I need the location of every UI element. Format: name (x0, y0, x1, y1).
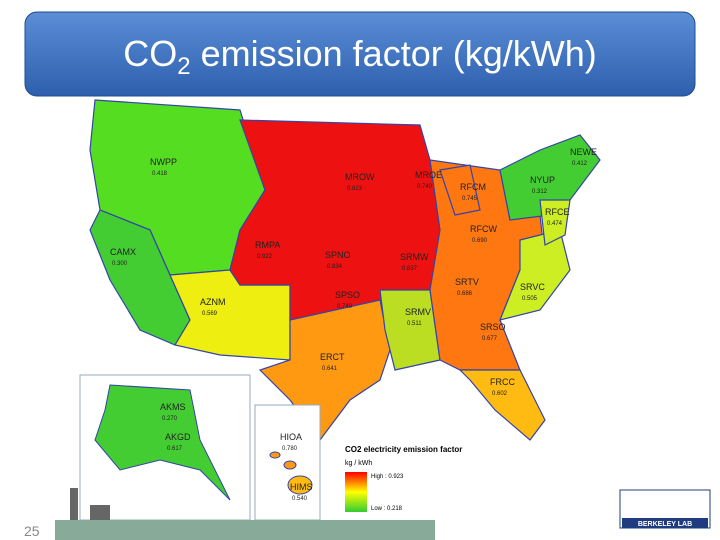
region-label: SRMV (405, 307, 431, 317)
region-label: SPSO (335, 290, 360, 300)
region-srmv (379, 289, 441, 371)
region-northeast (499, 134, 601, 221)
region-value: 0.540 (292, 496, 308, 502)
region-rfcm (439, 164, 481, 216)
region-label: AZNM (200, 297, 226, 307)
page-number: 25 (24, 523, 40, 539)
region-label: SRVC (520, 282, 545, 292)
title-bar (24, 11, 696, 97)
logo (619, 489, 711, 529)
region-value: 0.686 (457, 291, 473, 297)
logo-text: BERKELEY LAB (638, 521, 692, 528)
region-value: 0.312 (532, 189, 548, 195)
region-value: 0.677 (482, 336, 498, 342)
region-label: AKMS (160, 402, 186, 412)
legend-low: Low : 0.218 (371, 506, 403, 512)
legend-gradient (345, 472, 367, 512)
region-value: 0.300 (112, 261, 128, 267)
region-value: 0.834 (327, 264, 343, 270)
map (89, 99, 601, 441)
region-label: RFCW (470, 224, 497, 234)
legend-title: CO2 electricity emission factor (345, 445, 462, 454)
title: CO2 emission factor (kg/kWh) (123, 33, 596, 80)
region-label: SRTV (455, 277, 479, 287)
region-value: 0.641 (322, 366, 338, 372)
skyline (55, 488, 435, 540)
region-label: NWPP (150, 157, 177, 167)
region-value: 0.505 (522, 296, 538, 302)
region-value: 0.749 (337, 304, 353, 310)
region-rfce (539, 199, 571, 246)
region-value: 0.569 (202, 311, 218, 317)
region-label: RFCM (460, 182, 486, 192)
region-value: 0.617 (167, 446, 183, 452)
region-label: MROE (415, 170, 442, 180)
region-frcc (458, 369, 546, 441)
region-value: 0.780 (282, 446, 298, 452)
region-value: 0.270 (162, 416, 178, 422)
region-label: FRCC (490, 377, 515, 387)
region-value: 0.474 (547, 221, 563, 227)
region-value: 0.418 (152, 171, 168, 177)
region-label: MROW (345, 172, 375, 182)
region-label: RMPA (255, 240, 280, 250)
alaska (94, 384, 231, 501)
legend-high: High : 0.923 (371, 474, 404, 480)
region-label: HIOA (280, 432, 302, 442)
region-value: 0.511 (407, 321, 422, 327)
region-label: AKGD (165, 432, 191, 442)
region-value: 0.602 (492, 391, 508, 397)
region-value: 0.412 (572, 161, 588, 167)
region-value: 0.690 (472, 238, 488, 244)
region-label: HIMS (290, 482, 313, 492)
region-label: SRMW (400, 252, 429, 262)
region-label: CAMX (110, 247, 136, 257)
hawaii (269, 451, 313, 495)
legend-unit: kg / kWh (345, 460, 372, 467)
region-label: ERCT (320, 352, 345, 362)
region-value: 0.745 (462, 196, 478, 202)
region-value: 0.922 (257, 254, 273, 260)
region-value: 0.837 (402, 266, 418, 272)
region-label: NEWE (570, 147, 597, 157)
region-label: NYUP (530, 175, 555, 185)
region-label: RFCE (545, 207, 570, 217)
region-value: 0.740 (417, 184, 433, 190)
region-value: 0.823 (347, 186, 363, 192)
region-label: SRSO (480, 322, 506, 332)
region-label: SPNO (325, 250, 351, 260)
